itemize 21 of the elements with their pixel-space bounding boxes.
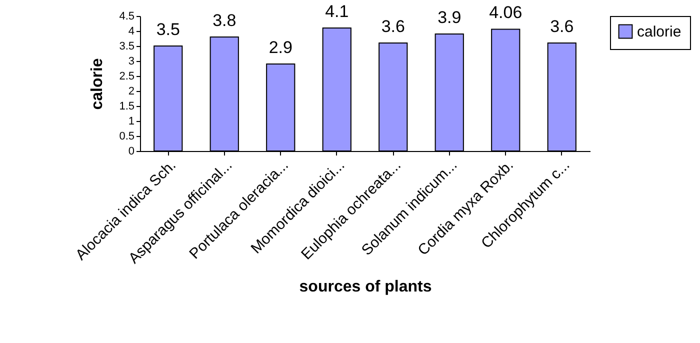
data-label: 3.9 [438,8,462,27]
y-tick-label: 2.5 [119,70,134,82]
data-label: 3.5 [156,20,180,39]
x-axis-title: sources of plants [299,278,432,296]
y-tick-label: 4 [128,26,134,38]
data-label: 3.6 [550,17,574,36]
y-tick-label: 1 [128,116,134,128]
data-label: 2.9 [268,38,292,57]
data-label: 3.8 [212,11,236,30]
y-axis-title: calorie [89,58,106,110]
y-tick-label: 2 [128,86,134,98]
y-tick-label: 0.5 [119,130,134,142]
y-tick-label: 3.5 [119,40,134,52]
legend-label: calorie [637,24,682,40]
y-tick-label: 3 [128,56,134,68]
data-label: 4.1 [325,2,349,21]
y-tick-label: 4.5 [119,10,134,22]
y-tick-label: 0 [128,146,134,158]
data-label: 4.06 [489,3,522,22]
y-tick-label: 1.5 [119,100,134,112]
data-label: 3.6 [381,17,405,36]
